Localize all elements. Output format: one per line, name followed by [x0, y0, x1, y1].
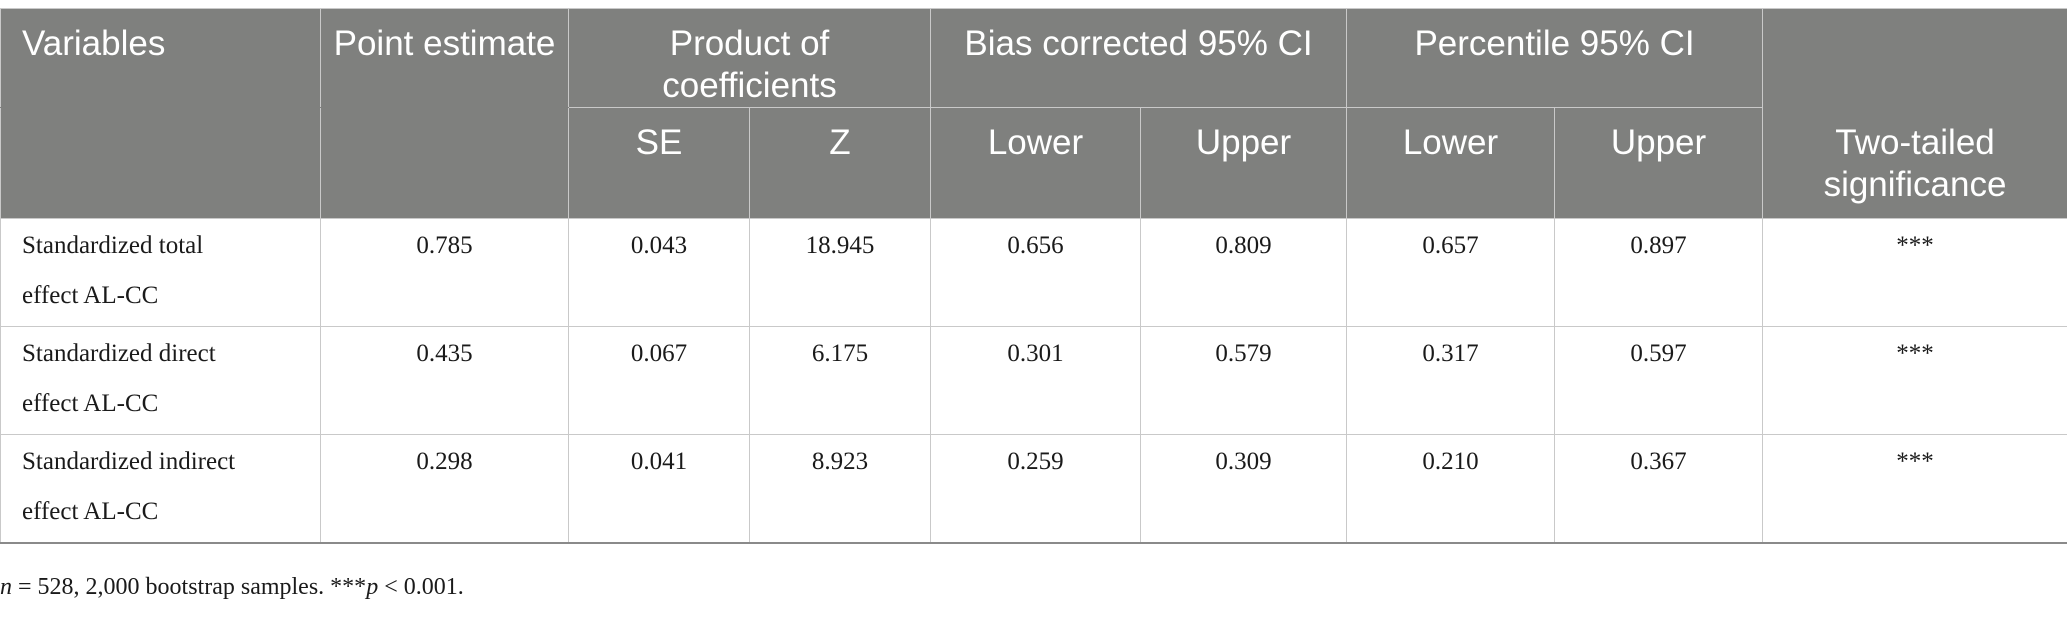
- footnote-p-text: < 0.001.: [378, 574, 464, 600]
- cell-bc-lower: 0.656: [930, 218, 1141, 327]
- cell-point-estimate: 0.785: [320, 218, 569, 327]
- col-header-z: Z: [749, 107, 931, 219]
- table-body: Standardized total effect AL-CC 0.785 0.…: [0, 218, 2067, 544]
- col-header-pct-lower: Lower: [1346, 107, 1555, 219]
- cell-pct-upper: 0.367: [1553, 434, 1764, 544]
- col-header-two-tailed-significance: Two-tailed significance: [1762, 107, 2067, 219]
- cell-significance: ***: [1762, 218, 2067, 327]
- cell-point-estimate: 0.435: [320, 326, 569, 435]
- col-header-bc-upper: Upper: [1140, 107, 1347, 219]
- header-row-top: Variables Point estimate Product of coef…: [0, 8, 2067, 108]
- cell-se: 0.043: [568, 218, 750, 327]
- col-header-blank: [1762, 8, 2067, 108]
- col-header-product-of-coefficients: Product of coefficients: [568, 8, 931, 108]
- header-row-bottom: SE Z Lower Upper Lower Upper Two-tailed …: [0, 107, 2067, 219]
- row-label: Standardized indirect effect AL-CC: [0, 434, 321, 544]
- footnote-n-text: = 528, 2,000 bootstrap samples. ***: [12, 574, 367, 600]
- col-header-variables-spacer: [0, 107, 321, 219]
- table-header: Variables Point estimate Product of coef…: [0, 8, 2067, 219]
- cell-bc-lower: 0.259: [930, 434, 1141, 544]
- cell-se: 0.041: [568, 434, 750, 544]
- cell-significance: ***: [1762, 326, 2067, 435]
- col-header-point-estimate: Point estimate: [320, 8, 569, 108]
- table-row: Standardized indirect effect AL-CC 0.298…: [0, 434, 2067, 544]
- col-header-percentile-ci: Percentile 95% CI: [1345, 8, 1764, 108]
- cell-pct-upper: 0.897: [1553, 218, 1764, 327]
- cell-bc-upper: 0.579: [1140, 326, 1347, 435]
- row-label-line: Standardized total: [22, 232, 204, 259]
- row-label-line: effect AL-CC: [22, 498, 159, 525]
- col-header-bias-corrected-ci: Bias corrected 95% CI: [930, 8, 1347, 108]
- cell-z: 6.175: [749, 326, 931, 435]
- footnote-p-symbol: p: [366, 574, 379, 600]
- col-header-pct-upper: Upper: [1553, 107, 1764, 219]
- col-header-variables: Variables: [0, 8, 321, 108]
- cell-pct-upper: 0.597: [1553, 326, 1764, 435]
- cell-z: 8.923: [749, 434, 931, 544]
- row-label-line: effect AL-CC: [22, 390, 159, 417]
- mediation-effects-table: Variables Point estimate Product of coef…: [0, 8, 2067, 544]
- cell-significance: ***: [1762, 434, 2067, 544]
- row-label: Standardized direct effect AL-CC: [0, 326, 321, 435]
- col-header-se: SE: [568, 107, 750, 219]
- row-label-line: effect AL-CC: [22, 282, 159, 309]
- cell-pct-lower: 0.657: [1346, 218, 1555, 327]
- row-label-line: Standardized indirect: [22, 448, 236, 475]
- row-label-line: Standardized direct: [22, 340, 216, 367]
- cell-point-estimate: 0.298: [320, 434, 569, 544]
- footnote-n-symbol: n: [0, 574, 12, 600]
- col-header-bc-lower: Lower: [930, 107, 1141, 219]
- cell-pct-lower: 0.317: [1346, 326, 1555, 435]
- cell-se: 0.067: [568, 326, 750, 435]
- cell-z: 18.945: [749, 218, 931, 327]
- col-header-point-estimate-spacer: [320, 107, 569, 219]
- table-row: Standardized total effect AL-CC 0.785 0.…: [0, 218, 2067, 327]
- cell-bc-upper: 0.809: [1140, 218, 1347, 327]
- table-footnote: n = 528, 2,000 bootstrap samples. ***p <…: [0, 572, 464, 602]
- cell-pct-lower: 0.210: [1346, 434, 1555, 544]
- row-label: Standardized total effect AL-CC: [0, 218, 321, 327]
- cell-bc-upper: 0.309: [1140, 434, 1347, 544]
- cell-bc-lower: 0.301: [930, 326, 1141, 435]
- table-row: Standardized direct effect AL-CC 0.435 0…: [0, 326, 2067, 435]
